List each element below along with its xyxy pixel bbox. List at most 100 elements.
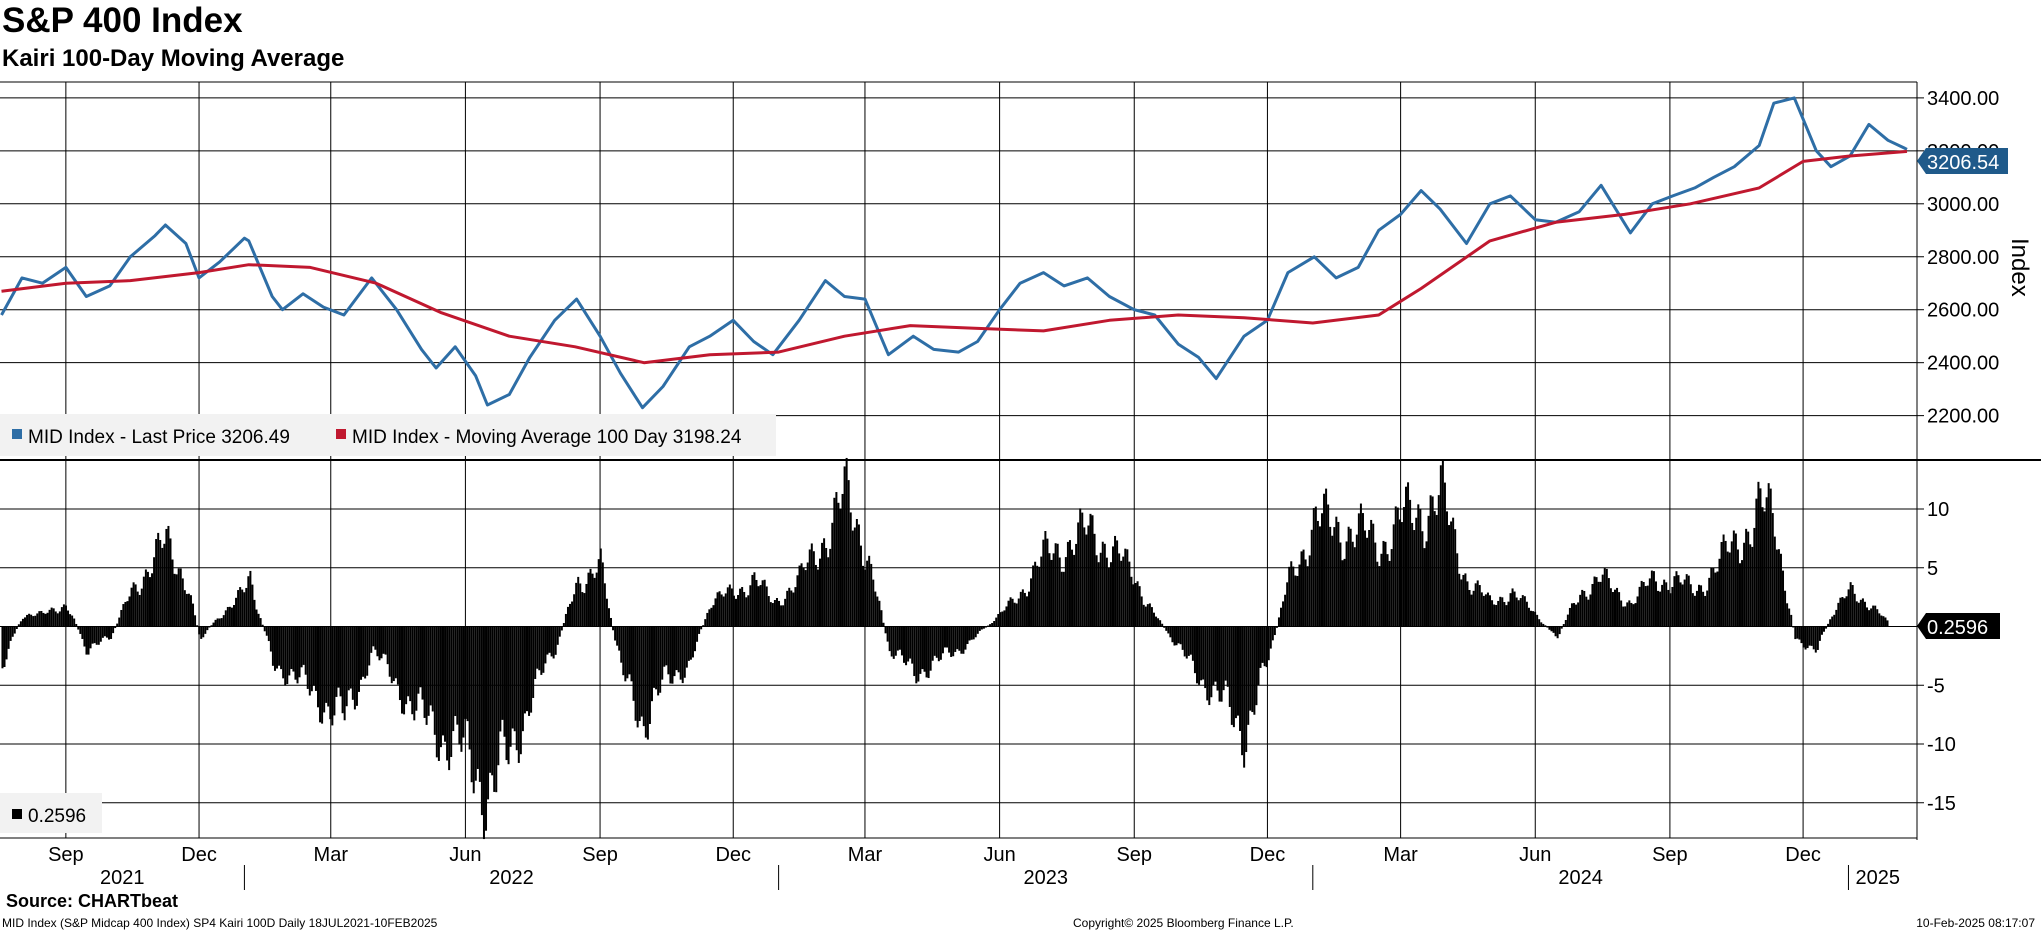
kairi-bar	[1728, 552, 1731, 627]
kairi-bar	[691, 626, 694, 658]
kairi-bar	[632, 626, 635, 701]
kairi-bar	[167, 525, 170, 627]
kairi-bar	[1433, 511, 1436, 627]
kairi-bar	[1417, 504, 1420, 627]
price-legend-swatch	[12, 429, 22, 439]
kairi-bar	[9, 626, 12, 641]
kairi-bar	[85, 626, 88, 655]
kairi-bar	[1589, 594, 1592, 627]
kairi-bar	[255, 609, 258, 627]
kairi-bar	[1501, 597, 1504, 627]
kairi-bar	[1712, 567, 1715, 627]
kairi-bar	[1208, 626, 1211, 706]
kairi-bar	[189, 595, 192, 627]
kairi-bar	[1345, 541, 1348, 627]
kairi-bar	[755, 579, 758, 627]
kairi-bar	[851, 530, 854, 627]
kairi-bar	[1312, 508, 1315, 627]
kairi-bar	[1413, 530, 1416, 627]
kairi-bar	[140, 588, 143, 627]
kairi-bar	[1239, 626, 1242, 731]
kairi-bar	[1364, 530, 1367, 627]
kairi-bar	[1392, 524, 1395, 627]
month-label: Mar	[314, 844, 349, 866]
kairi-bar	[802, 567, 805, 627]
kairi-bar	[1749, 544, 1752, 627]
kairi-bar	[542, 626, 545, 673]
kairi-bar	[427, 626, 430, 716]
kairi-bar	[775, 597, 778, 627]
kairi-bar	[1529, 610, 1532, 627]
kairi-bar	[933, 626, 936, 656]
kairi-bar	[1431, 496, 1434, 627]
kairi-bar	[1185, 626, 1188, 659]
kairi-bar	[81, 626, 84, 639]
kairi-bar	[601, 562, 604, 627]
kairi-bar	[640, 626, 643, 717]
kairi-bar	[1548, 626, 1551, 630]
month-label: Dec	[1250, 844, 1286, 866]
year-label: 2021	[100, 867, 145, 889]
kairi-bar	[1329, 526, 1332, 627]
ma-legend-swatch	[336, 429, 346, 439]
kairi-bar	[1493, 604, 1496, 627]
kairi-bar	[575, 582, 578, 627]
kairi-bar	[638, 626, 641, 722]
kairi-bar	[1177, 626, 1180, 644]
kairi-bar	[1534, 611, 1537, 627]
kairi-bar	[1753, 527, 1756, 627]
kairi-bar	[950, 626, 953, 657]
kairi-bar	[1710, 567, 1713, 627]
kairi-bar	[1689, 584, 1692, 627]
kairi-bar	[905, 626, 908, 666]
upper-legend-background	[0, 414, 776, 456]
kairi-bar	[739, 588, 742, 627]
month-label: Sep	[48, 844, 84, 866]
kairi-bar	[1595, 577, 1598, 627]
kairi-bar	[1112, 546, 1115, 627]
kairi-bar	[157, 532, 160, 627]
kairi-bar	[280, 626, 283, 670]
kairi-bar	[745, 597, 748, 627]
kairi-bar	[34, 615, 37, 627]
kairi-bar	[1620, 600, 1623, 627]
kairi-bar	[1286, 582, 1289, 627]
kairi-bar	[1527, 607, 1530, 627]
kairi-bar	[1062, 571, 1065, 627]
kairi-bar	[1183, 626, 1186, 657]
kairi-bar	[970, 626, 973, 640]
kairi-bar	[1052, 553, 1055, 627]
kairi-bar	[890, 626, 893, 657]
kairi-bar	[597, 559, 600, 627]
kairi-bar	[146, 571, 149, 627]
kairi-bar	[1304, 559, 1307, 627]
kairi-bar	[1163, 626, 1166, 628]
kairi-bar	[1702, 591, 1705, 627]
kairi-bar	[669, 626, 672, 684]
kairi-bar	[1667, 589, 1670, 627]
kairi-bar	[1632, 604, 1635, 627]
kairi-bar	[1687, 575, 1690, 627]
kairi-bar	[1775, 549, 1778, 627]
kairi-bar	[1868, 610, 1871, 627]
kairi-bar	[1443, 482, 1446, 627]
month-label: Sep	[1116, 844, 1152, 866]
kairi-bar	[786, 590, 789, 627]
kairi-bar	[1292, 566, 1295, 627]
kairi-bar	[1005, 606, 1008, 627]
kairi-bar	[1228, 626, 1231, 707]
kairi-bar	[331, 626, 334, 726]
kairi-bar	[1243, 626, 1246, 768]
kairi-bar	[1220, 626, 1223, 702]
kairi-bar	[1191, 626, 1194, 661]
kairi-bar	[948, 626, 951, 653]
kairi-bar	[1880, 615, 1883, 627]
kairi-bar	[417, 626, 420, 694]
kairi-bar	[269, 626, 272, 652]
kairi-bar	[1032, 565, 1035, 627]
kairi-bar	[1359, 503, 1362, 627]
kairi-bar	[704, 619, 707, 627]
kairi-bar	[1374, 542, 1377, 627]
kairi-bar	[1275, 626, 1278, 628]
kairi-bar	[1378, 566, 1381, 627]
